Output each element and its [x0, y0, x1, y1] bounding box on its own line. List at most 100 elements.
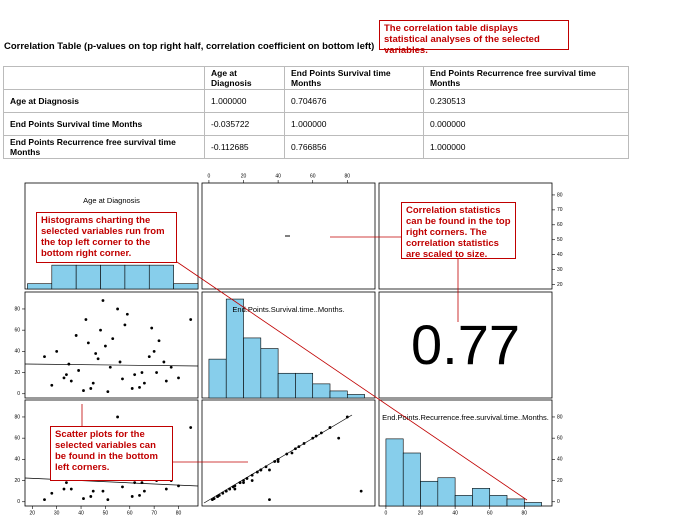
tick-label: 20: [14, 478, 20, 484]
scatter-point: [125, 312, 129, 316]
tick-label: 40: [14, 457, 20, 463]
histogram-bar: [472, 488, 491, 507]
scatter-point: [89, 387, 93, 390]
histogram-bar: [402, 452, 421, 507]
tick-label: 60: [487, 510, 493, 516]
variable-label: Age at Diagnosis: [83, 196, 140, 205]
scatter-point: [118, 360, 122, 364]
tick-label: 20: [557, 282, 563, 288]
scatter-point: [164, 487, 168, 491]
scatter-point: [268, 468, 271, 472]
cell: -0.112685: [204, 135, 285, 159]
tick-label: 80: [14, 414, 20, 420]
scatter-point: [233, 487, 237, 491]
tick-label: 60: [14, 327, 20, 333]
scatter-point: [99, 328, 102, 332]
column-header: End Points Survival time Months: [284, 66, 424, 90]
tick-label: 50: [557, 237, 563, 243]
cell: 0.766856: [284, 135, 424, 159]
scatter-point: [43, 355, 46, 359]
tick-label: 40: [452, 510, 458, 516]
scatter-point: [62, 376, 66, 380]
histogram-bar: [295, 372, 314, 399]
scatter-point: [108, 365, 112, 369]
correlation-table: Age at Diagnosis End Points Survival tim…: [3, 66, 629, 159]
tick-label: 80: [522, 510, 528, 516]
tick-label: 80: [345, 173, 351, 179]
scatter-point: [43, 498, 46, 502]
cell: 1.000000: [423, 135, 629, 159]
tick-label: 80: [14, 306, 20, 312]
histogram-bar: [75, 264, 101, 290]
histogram-bar: [27, 283, 53, 290]
table-row: End Points Survival time Months -0.035722…: [3, 112, 629, 136]
annotation: Correlation statistics can be found in t…: [401, 202, 516, 260]
panel-frame: [201, 182, 376, 290]
histogram-bar: [277, 372, 296, 399]
cell: -0.035722: [204, 112, 285, 136]
histogram-bar: [524, 502, 542, 507]
histogram-bar: [173, 283, 199, 290]
scatter-point: [142, 381, 146, 385]
scatter-point: [116, 307, 119, 311]
histogram-bar: [506, 498, 525, 507]
tick-label: 0: [17, 499, 20, 505]
cell: 0.230513: [423, 89, 629, 113]
annotation: Scatter plots for the selected variables…: [50, 426, 173, 481]
annotation: Histograms charting the selected variabl…: [36, 212, 177, 263]
scatter-point: [106, 390, 110, 394]
panel-frame: [378, 291, 553, 399]
panel-frame: [201, 399, 376, 507]
scatter-point: [96, 357, 100, 361]
scatter-point: [250, 479, 254, 482]
scatter-point: [359, 489, 363, 493]
scatter-point: [150, 326, 154, 330]
scatter-point: [91, 381, 95, 385]
cell: 0.000000: [423, 112, 629, 136]
tick-label: 80: [557, 192, 563, 198]
histogram-bar: [454, 495, 473, 507]
histogram-bar: [124, 264, 150, 290]
scatter-point: [106, 498, 110, 502]
scatter-point: [116, 415, 119, 419]
histogram-bar: [489, 495, 508, 507]
scatter-point: [123, 323, 127, 327]
table-row: End Points Recurrence free survival time…: [3, 135, 629, 159]
tick-label: 0: [208, 173, 211, 179]
scatter-point: [50, 491, 54, 495]
scatter-point: [268, 498, 271, 502]
scatter-point: [147, 355, 151, 359]
table-title: Correlation Table (p-values on top right…: [4, 41, 375, 52]
tick-label: 60: [557, 435, 563, 441]
histogram-bar: [208, 358, 227, 399]
tick-label: 0: [17, 391, 20, 397]
scatter-point: [162, 360, 166, 364]
tick-label: 50: [103, 510, 109, 516]
fit-line: [203, 414, 353, 504]
scatter-point: [65, 373, 68, 377]
scatter-point: [94, 352, 98, 355]
scatter-point: [152, 349, 156, 353]
scatter-point: [89, 495, 93, 498]
scatter-point: [55, 349, 59, 353]
tick-label: 20: [14, 370, 20, 376]
scatter-point: [140, 371, 144, 374]
scatter-point: [121, 377, 124, 381]
tick-label: 20: [30, 510, 36, 516]
annotation: The correlation table displays statistic…: [379, 20, 569, 56]
scatter-point: [189, 318, 193, 321]
scatter-point: [337, 436, 341, 440]
tick-label: 80: [557, 414, 563, 420]
tick-label: 0: [385, 510, 388, 516]
tick-label: 80: [176, 510, 182, 516]
scatter-point: [69, 379, 73, 383]
histogram-bar: [243, 337, 262, 399]
scatter-point: [86, 341, 90, 345]
tick-label: 60: [127, 510, 133, 516]
histogram-bar: [437, 477, 456, 507]
tick-label: 40: [557, 457, 563, 463]
histogram-bar: [420, 480, 439, 507]
scatter-point: [65, 481, 68, 485]
